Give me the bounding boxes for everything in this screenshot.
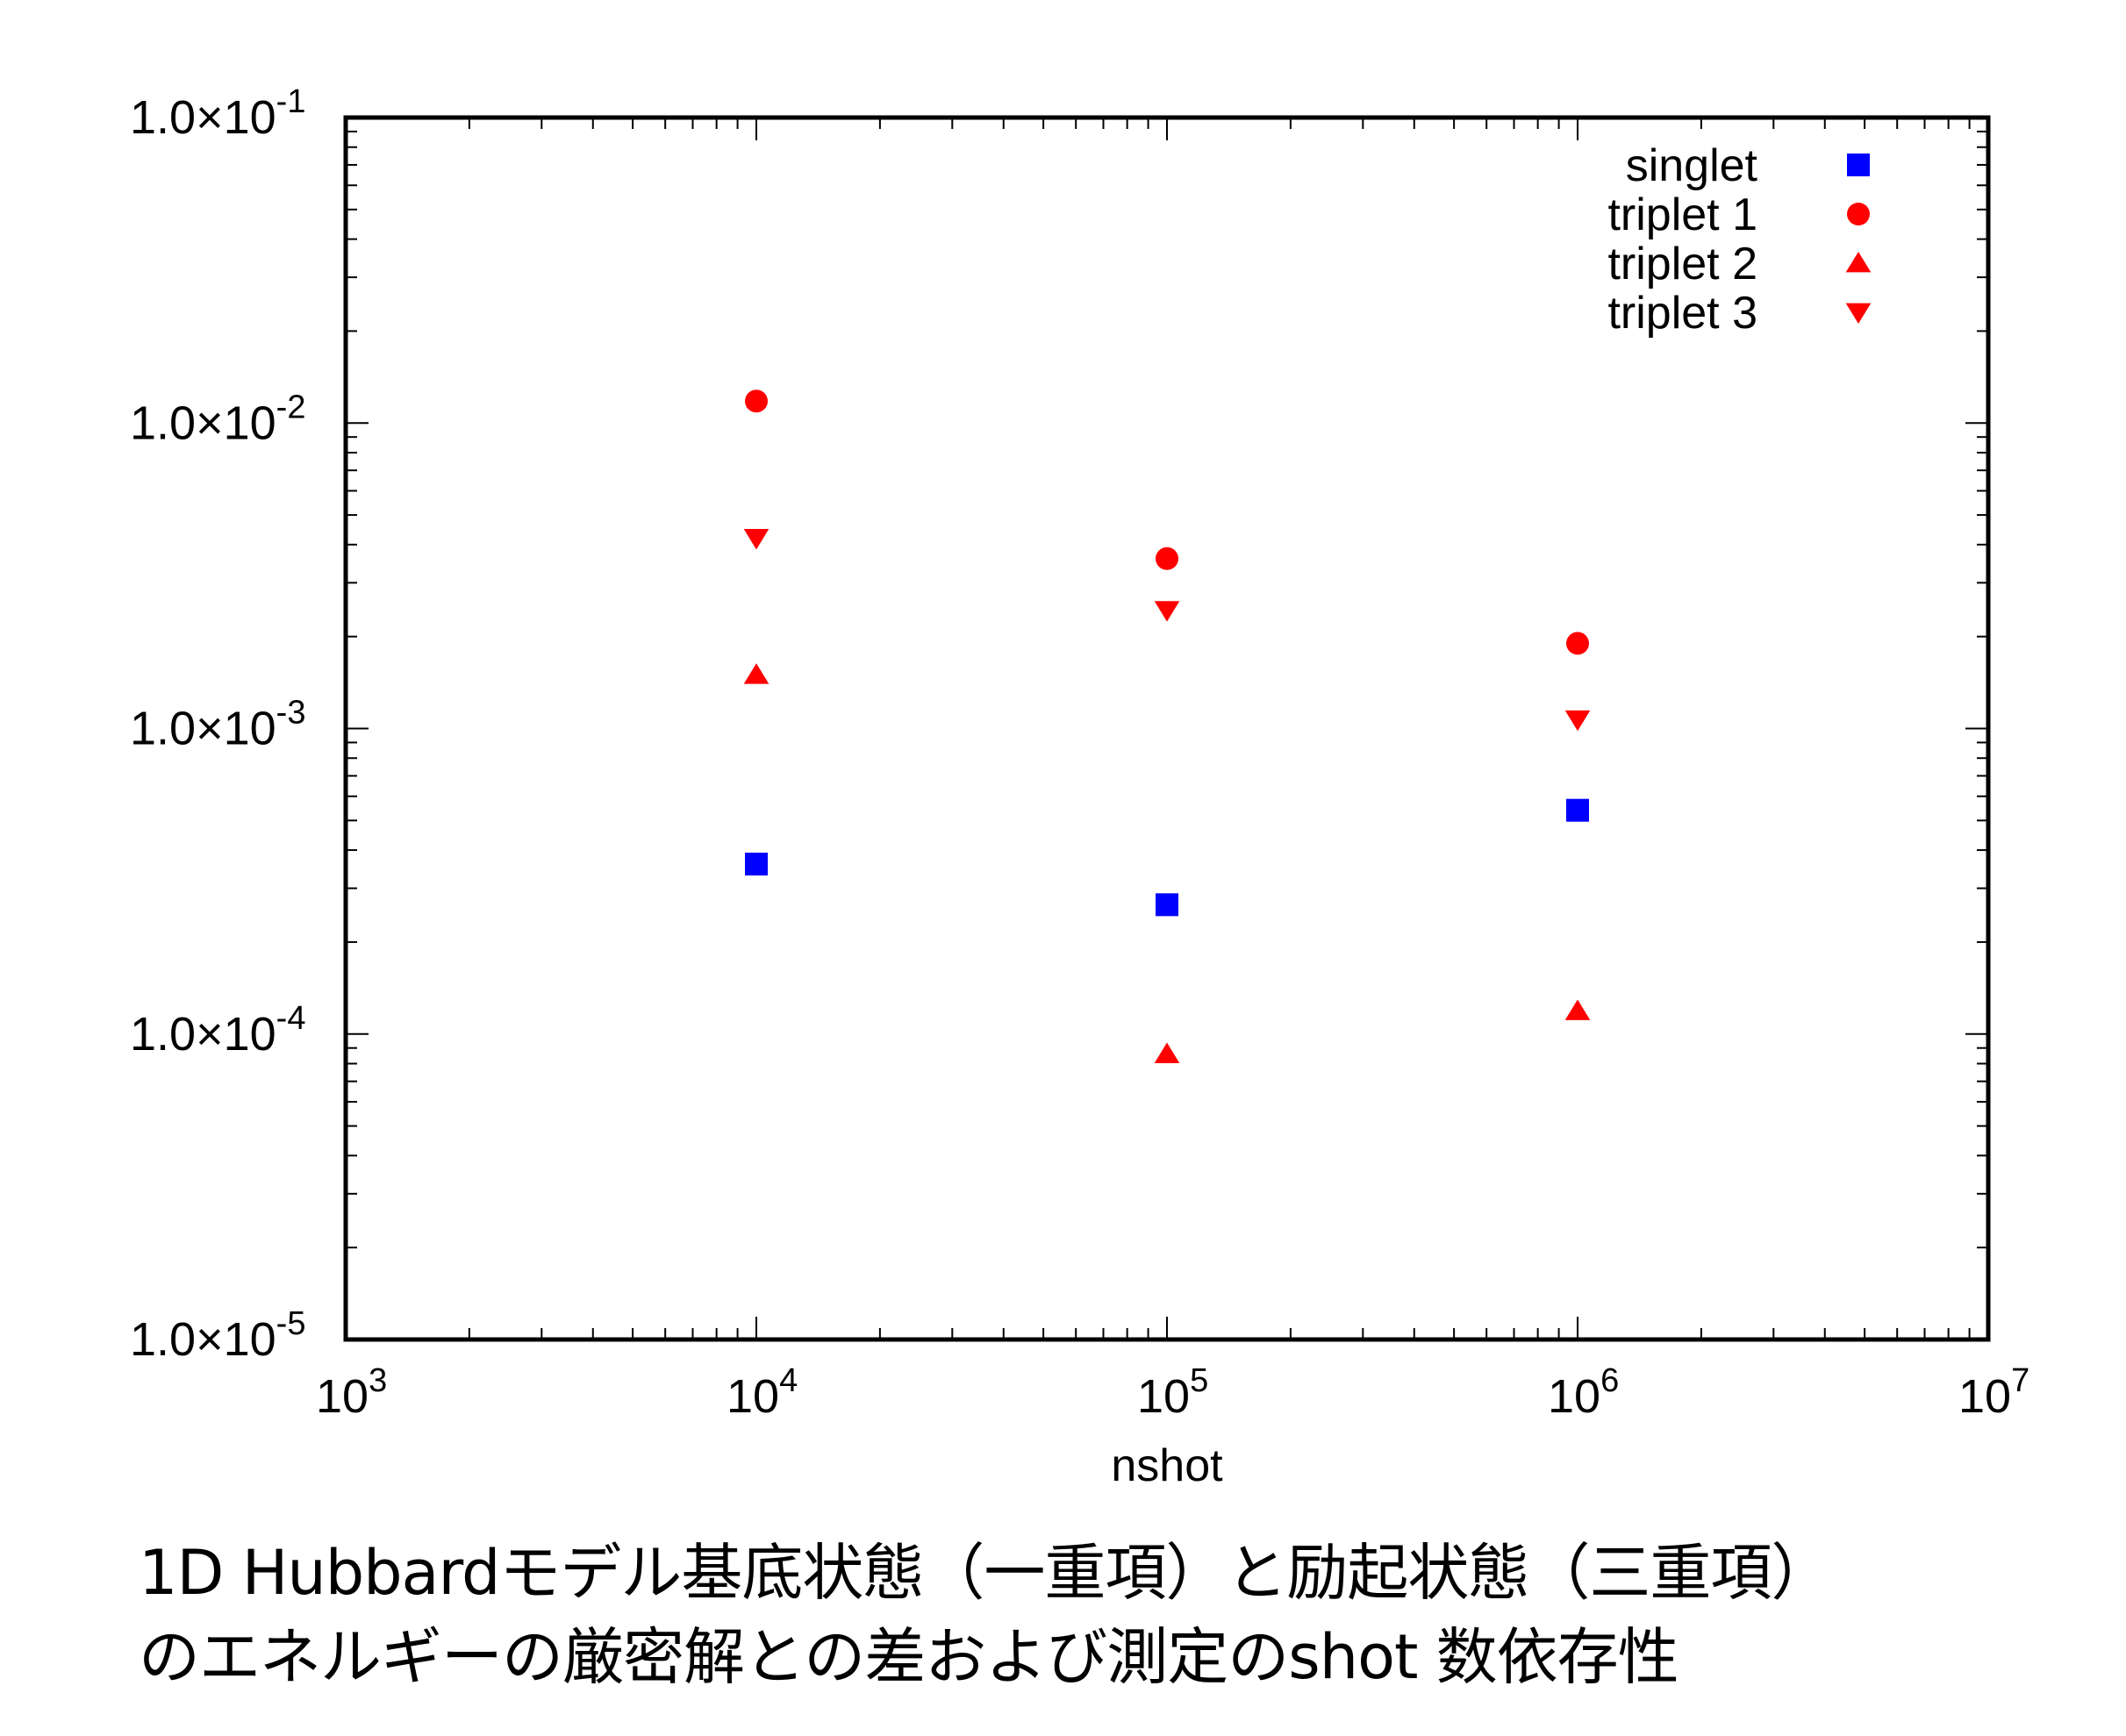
data-point-triplet-2 <box>1154 1042 1180 1063</box>
figure-caption: 1D Hubbardモデル基底状態（一重項）と励起状態（三重項） のエネルギーの… <box>139 1531 1832 1699</box>
plot-frame <box>343 115 1991 1342</box>
y-tick-label: 1.0×10-3 <box>130 695 305 755</box>
legend-marker-triplet-1 <box>1847 203 1870 225</box>
legend-marker-triplet-3 <box>1845 303 1872 324</box>
x-tick-label: 105 <box>1137 1362 1208 1423</box>
x-tick-labels: 103 104 105 106 107 <box>316 1362 2029 1423</box>
data-points <box>743 389 1591 1063</box>
data-point-triplet-1 <box>745 389 768 413</box>
data-point-triplet-1 <box>1156 547 1178 570</box>
data-point-singlet <box>745 853 768 876</box>
legend-label: singlet <box>1626 140 1758 191</box>
legend-marker-triplet-2 <box>1845 252 1872 273</box>
legend-label: triplet 1 <box>1607 189 1757 240</box>
data-point-triplet-1 <box>1566 632 1589 655</box>
y-tick-label: 1.0×10-4 <box>130 1000 305 1061</box>
y-tick-label: 1.0×10-2 <box>130 389 305 449</box>
x-tick-label: 107 <box>1958 1362 2029 1423</box>
caption-line-2: のエネルギーの厳密解との差および測定のshot 数依存性 <box>139 1621 1679 1693</box>
x-axis-title: nshot <box>1111 1440 1223 1491</box>
caption-line-1: 1D Hubbardモデル基底状態（一重項）と励起状態（三重項） <box>139 1537 1832 1609</box>
data-point-triplet-3 <box>1564 710 1591 732</box>
data-point-triplet-2 <box>743 663 770 684</box>
legend-label: triplet 2 <box>1607 239 1757 289</box>
legend-marker-singlet <box>1847 154 1870 176</box>
y-tick-label: 1.0×10-5 <box>130 1305 305 1366</box>
data-point-triplet-3 <box>743 529 770 550</box>
data-point-triplet-3 <box>1154 601 1180 622</box>
data-point-singlet <box>1156 893 1178 917</box>
data-point-triplet-2 <box>1564 999 1591 1020</box>
x-tick-label: 106 <box>1548 1362 1619 1423</box>
y-tick-label: 1.0×10-1 <box>130 83 305 144</box>
legend-label: triplet 3 <box>1607 288 1757 339</box>
x-tick-label: 103 <box>316 1362 387 1423</box>
data-point-singlet <box>1566 798 1589 822</box>
y-tick-labels: 1.0×10-1 1.0×10-2 1.0×10-3 1.0×10-4 1.0×10-5 <box>130 83 305 1366</box>
x-tick-label: 104 <box>727 1362 798 1423</box>
